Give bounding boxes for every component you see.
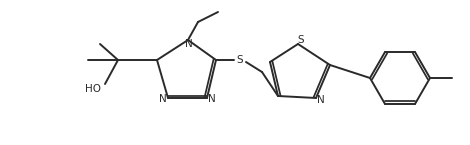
- Text: S: S: [298, 35, 304, 45]
- Text: N: N: [208, 94, 216, 104]
- Text: N: N: [317, 95, 325, 105]
- Text: HO: HO: [85, 84, 101, 94]
- Text: N: N: [159, 94, 167, 104]
- Text: S: S: [237, 55, 243, 65]
- Text: N: N: [185, 39, 193, 49]
